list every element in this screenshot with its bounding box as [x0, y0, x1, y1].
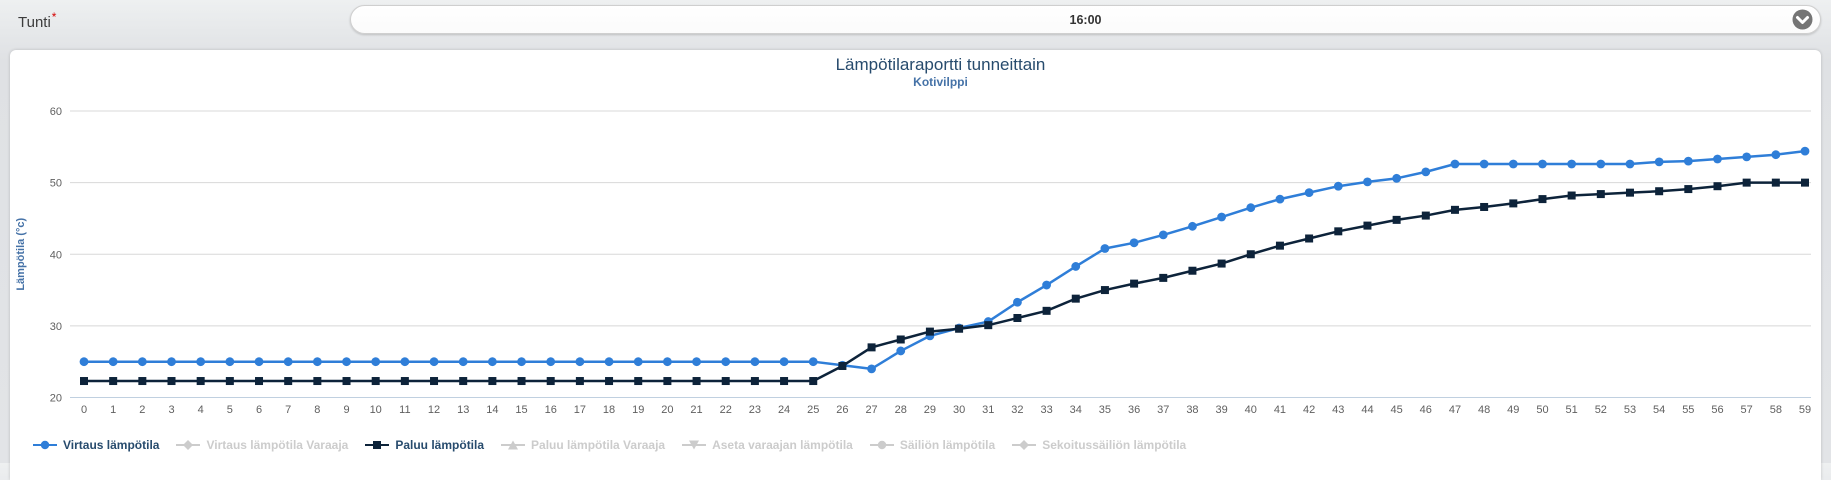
legend-label: Paluu lämpötila [395, 438, 485, 452]
svg-text:29: 29 [924, 404, 936, 416]
svg-text:33: 33 [1040, 404, 1052, 416]
svg-text:20: 20 [50, 393, 62, 405]
svg-text:22: 22 [720, 404, 732, 416]
svg-text:15: 15 [515, 404, 527, 416]
svg-text:45: 45 [1391, 404, 1403, 416]
svg-text:60: 60 [50, 106, 62, 118]
legend-label: Aseta varaajan lämpötila [712, 438, 853, 452]
svg-text:12: 12 [428, 404, 440, 416]
required-asterisk: * [51, 10, 57, 24]
svg-text:16: 16 [545, 404, 557, 416]
return-temperature-tank-marker-icon [501, 440, 526, 450]
svg-text:48: 48 [1478, 404, 1490, 416]
svg-text:58: 58 [1770, 404, 1782, 416]
svg-text:14: 14 [486, 404, 498, 416]
return-temperature-marker-icon [365, 441, 390, 449]
svg-text:34: 34 [1070, 404, 1082, 416]
svg-text:30: 30 [953, 404, 965, 416]
svg-text:1: 1 [110, 404, 116, 416]
legend-item-paluu-lampotila-varaaja[interactable]: Paluu lämpötila Varaaja [500, 438, 665, 452]
hour-select[interactable]: 16:00 [350, 5, 1821, 34]
svg-text:17: 17 [574, 404, 586, 416]
svg-text:38: 38 [1186, 404, 1198, 416]
svg-text:28: 28 [895, 404, 907, 416]
svg-text:59: 59 [1799, 404, 1811, 416]
flow-temperature-tank-marker-icon [176, 440, 201, 450]
legend-item-paluu-lampotila[interactable]: Paluu lämpötila [364, 438, 484, 452]
svg-text:44: 44 [1361, 404, 1373, 416]
svg-text:19: 19 [632, 404, 644, 416]
svg-text:49: 49 [1507, 404, 1519, 416]
svg-text:4: 4 [198, 404, 204, 416]
legend-label: Säiliön lämpötila [899, 438, 996, 452]
svg-text:0: 0 [81, 404, 87, 416]
legend-label: Virtaus lämpötila Varaaja [206, 438, 349, 452]
svg-text:10: 10 [370, 404, 382, 416]
chart-legend: Virtaus lämpötila Virtaus lämpötila Vara… [10, 438, 1821, 452]
svg-text:51: 51 [1566, 404, 1578, 416]
legend-item-virtaus-lampotila-varaaja[interactable]: Virtaus lämpötila Varaaja [175, 438, 348, 452]
svg-text:30: 30 [50, 321, 62, 333]
svg-text:35: 35 [1099, 404, 1111, 416]
svg-text:47: 47 [1449, 404, 1461, 416]
legend-item-virtaus-lampotila[interactable]: Virtaus lämpötila [32, 438, 159, 452]
hour-field-label: Tunti* [18, 5, 350, 31]
svg-text:18: 18 [603, 404, 615, 416]
mixing-container-temperature-marker-icon [1012, 440, 1037, 450]
svg-text:Kotivilppi: Kotivilppi [913, 75, 968, 89]
toolbar: Tunti* 16:00 [0, 0, 1831, 44]
legend-item-sailion-lampotila[interactable]: Säiliön lämpötila [869, 438, 995, 452]
svg-text:24: 24 [778, 404, 790, 416]
legend-label: Paluu lämpötila Varaaja [531, 438, 666, 452]
svg-text:Lämpötila (°c): Lämpötila (°c) [15, 217, 27, 290]
svg-text:8: 8 [314, 404, 320, 416]
svg-text:25: 25 [807, 404, 819, 416]
svg-text:55: 55 [1682, 404, 1694, 416]
svg-text:Lämpötilaraportti tunneittain: Lämpötilaraportti tunneittain [836, 55, 1046, 74]
legend-item-sekoitussailion-lampotila[interactable]: Sekoitussäiliön lämpötila [1011, 438, 1186, 452]
container-temperature-marker-icon [869, 440, 894, 450]
svg-text:7: 7 [285, 404, 291, 416]
svg-text:11: 11 [399, 404, 410, 416]
chevron-down-icon[interactable] [1792, 9, 1813, 30]
svg-text:37: 37 [1157, 404, 1169, 416]
svg-text:42: 42 [1303, 404, 1315, 416]
svg-text:13: 13 [457, 404, 469, 416]
svg-text:9: 9 [343, 404, 349, 416]
svg-text:40: 40 [50, 249, 62, 261]
svg-text:21: 21 [690, 404, 702, 416]
svg-text:23: 23 [749, 404, 761, 416]
svg-text:32: 32 [1011, 404, 1023, 416]
svg-text:6: 6 [256, 404, 262, 416]
svg-text:46: 46 [1420, 404, 1432, 416]
svg-text:26: 26 [836, 404, 848, 416]
svg-text:39: 39 [1215, 404, 1227, 416]
legend-label: Virtaus lämpötila [63, 438, 160, 452]
svg-text:52: 52 [1595, 404, 1607, 416]
legend-item-aseta-varaajan-lampotila[interactable]: Aseta varaajan lämpötila [681, 438, 853, 452]
svg-text:5: 5 [227, 404, 233, 416]
svg-text:53: 53 [1624, 404, 1636, 416]
chart-panel: Lämpötilaraportti tunneittain Kotivilppi 2… [10, 50, 1821, 480]
svg-text:20: 20 [661, 404, 673, 416]
svg-text:43: 43 [1332, 404, 1344, 416]
svg-text:54: 54 [1653, 404, 1665, 416]
svg-text:3: 3 [168, 404, 174, 416]
hour-field-label-text: Tunti [18, 14, 51, 31]
set-tank-temperature-marker-icon [682, 440, 707, 450]
svg-text:57: 57 [1741, 404, 1753, 416]
svg-text:2: 2 [139, 404, 145, 416]
svg-text:27: 27 [865, 404, 877, 416]
svg-text:50: 50 [1536, 404, 1548, 416]
svg-text:31: 31 [982, 404, 994, 416]
svg-text:41: 41 [1274, 404, 1286, 416]
svg-text:50: 50 [50, 178, 62, 190]
flow-temperature-marker-icon [33, 440, 57, 450]
svg-text:56: 56 [1711, 404, 1723, 416]
svg-text:40: 40 [1245, 404, 1257, 416]
legend-label: Sekoitussäiliön lämpötila [1042, 438, 1187, 452]
svg-text:36: 36 [1128, 404, 1140, 416]
hour-select-value: 16:00 [1069, 12, 1102, 27]
